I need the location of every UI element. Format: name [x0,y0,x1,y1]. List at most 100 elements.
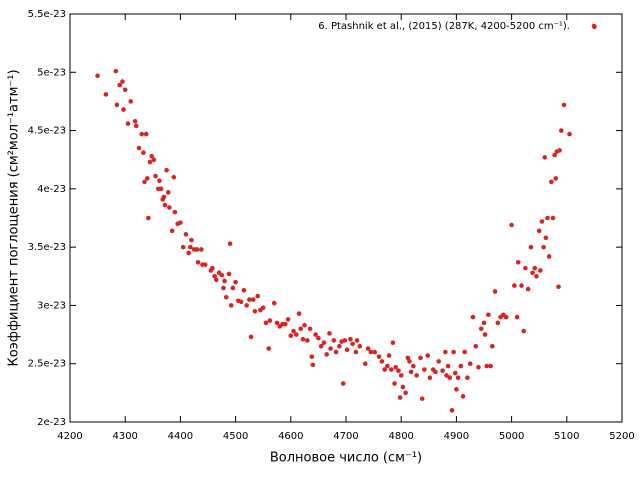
point [298,326,304,332]
point [495,320,501,326]
point [440,368,445,374]
point [539,219,545,224]
point [183,232,189,237]
point [122,87,128,93]
point [552,152,557,158]
point [294,332,299,337]
point [561,102,567,108]
point [313,332,318,337]
point [449,408,455,413]
point [393,364,398,370]
point [521,328,527,334]
point [488,363,493,369]
point [530,270,535,276]
point [418,355,423,361]
point [390,340,396,346]
x-tick-label: 5100 [554,431,579,442]
point [199,247,204,252]
point [445,363,451,369]
point [337,343,342,349]
y-tick-label: 3e-23 [37,300,66,311]
point [388,367,394,372]
point [288,333,294,339]
point [357,343,363,349]
point [397,395,403,400]
point [241,287,247,293]
point [162,202,168,208]
point [382,367,387,372]
point [233,279,238,285]
point [376,354,382,360]
point [353,349,359,355]
point [226,271,232,277]
point [411,363,416,369]
point [146,215,151,221]
point [188,244,193,250]
point [144,176,150,181]
point [158,186,164,192]
y-tick-label: 2.5e-23 [28,359,66,370]
point [348,336,353,342]
point [165,190,171,195]
point [186,250,191,256]
point [180,244,186,250]
y-tick-label: 4e-23 [37,184,66,195]
point [447,375,453,381]
point [244,303,249,308]
point [403,390,408,396]
x-tick-label: 4600 [278,431,303,442]
point [247,297,252,302]
point [444,373,449,378]
point [296,311,302,316]
point [519,283,524,288]
point [103,92,109,97]
y-tick-label: 3.5e-23 [28,242,66,253]
point [151,157,157,163]
point [425,353,430,358]
point [465,375,470,381]
point [478,326,484,332]
point [117,82,122,88]
point [255,293,260,299]
x-tick-label: 4800 [388,431,413,442]
point [167,205,172,210]
point [266,346,272,351]
point [567,131,572,137]
point [484,363,490,369]
point [310,362,316,368]
point [473,343,479,349]
point [458,363,464,369]
point [318,343,324,349]
y-axis-title: Коэффициент поглощения (см²мол⁻¹атм⁻¹) [7,69,22,366]
point [515,259,521,265]
point [305,338,310,343]
point [462,349,467,355]
point [142,179,147,185]
point [379,359,385,364]
point [263,320,269,326]
legend-label: 6. Ptashnik et al., (2015) (287K, 4200-5… [318,21,570,32]
point [476,364,481,370]
point [194,247,200,252]
point [419,396,425,401]
point [213,277,219,283]
point [95,73,100,79]
point [543,235,549,241]
x-tick-label: 5000 [499,431,524,442]
point [470,314,476,320]
point [538,268,543,273]
point [546,254,552,259]
point [227,241,233,246]
point [396,368,401,374]
point [143,131,149,137]
point [557,148,562,153]
y-tick-label: 4.5e-23 [28,126,66,137]
point [121,107,126,112]
point [321,340,327,346]
point [221,285,226,291]
point [171,174,177,180]
x-axis-title: Волновое число (см⁻¹) [270,451,422,466]
point [331,338,337,343]
point [407,359,412,364]
point [512,283,517,288]
